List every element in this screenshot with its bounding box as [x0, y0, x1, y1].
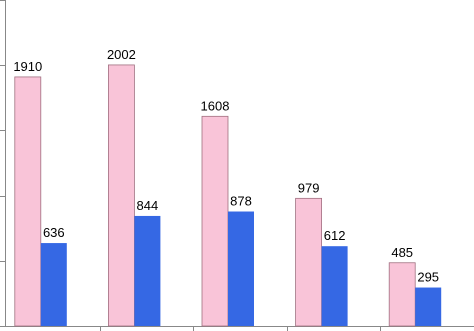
value-label: 295	[417, 270, 439, 285]
bar	[40, 243, 67, 326]
value-label: 1910	[13, 59, 42, 74]
bar	[388, 262, 416, 327]
value-label: 844	[137, 198, 159, 213]
value-label: 979	[298, 180, 320, 195]
value-label: 1608	[201, 98, 230, 113]
bar	[415, 287, 442, 326]
bar	[134, 215, 161, 326]
bar	[14, 76, 42, 327]
bar	[295, 197, 323, 327]
value-label: 485	[391, 245, 413, 260]
bar	[108, 64, 135, 327]
bar	[321, 246, 348, 326]
bar	[228, 211, 254, 326]
value-label: 2002	[107, 47, 136, 62]
value-label: 612	[324, 228, 346, 243]
value-label: 878	[230, 194, 252, 209]
value-label: 636	[43, 225, 65, 240]
bar	[201, 115, 229, 327]
